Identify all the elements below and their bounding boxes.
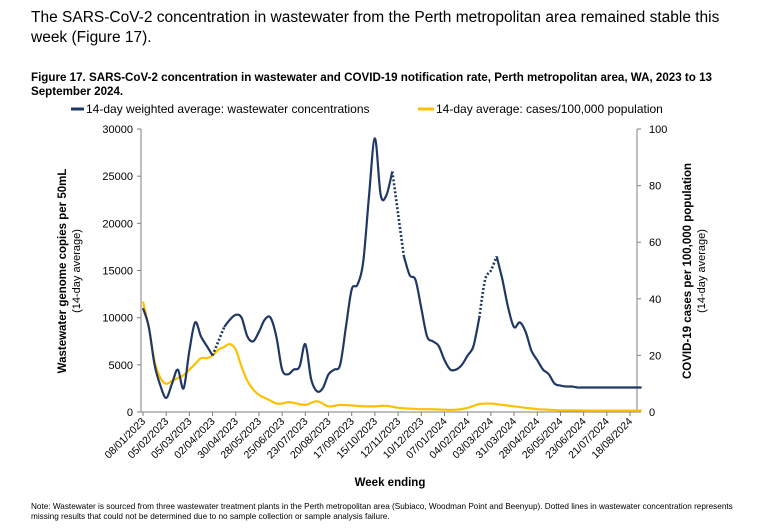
right-tick-label: 60 [649,237,661,249]
series-wastewater [141,137,642,399]
right-axis-title: COVID-19 cases per 100,000 population [682,163,694,379]
left-tick-label: 20000 [102,218,133,230]
left-tick-label: 30000 [102,124,133,136]
wastewater-line-dotted [391,171,406,257]
right-tick-label: 40 [649,294,661,306]
chart: 14-day weighted average: wastewater conc… [57,102,708,489]
wastewater-line-dotted [211,326,226,356]
left-axis-title: Wastewater genome copies per 50mL [57,169,69,374]
wastewater-line [223,137,394,393]
footnote: Note: Wastewater is sourced from three w… [31,502,733,521]
left-tick-label: 15000 [102,266,133,278]
legend: 14-day weighted average: wastewater conc… [71,102,663,116]
right-axis-subtitle: (14-day average) [696,229,708,313]
left-tick-label: 0 [127,407,133,419]
right-tick-label: 100 [649,124,667,136]
wastewater-line [495,256,642,389]
right-ticks: 0 20 40 60 80 100 [637,124,667,419]
intro-paragraph: The SARS-CoV-2 concentration in wastewat… [31,9,720,46]
left-tick-label: 25000 [102,171,133,183]
wastewater-line-dotted [478,255,498,318]
left-tick-label: 5000 [109,360,133,372]
right-tick-label: 0 [649,407,655,419]
wastewater-line [402,256,481,372]
x-axis-title: Week ending [355,477,426,489]
right-tick-label: 80 [649,181,661,193]
right-tick-label: 20 [649,350,661,362]
left-ticks: 0 5000 10000 15000 20000 25000 30000 [102,124,141,419]
left-tick-label: 10000 [102,313,133,325]
legend-label-wastewater: 14-day weighted average: wastewater conc… [86,102,370,116]
figure-title: Figure 17. SARS-CoV-2 concentration in w… [31,71,712,98]
x-ticks: 08/01/202305/02/202305/03/202302/04/2023… [102,412,635,461]
wastewater-line [141,307,214,399]
legend-label-cases: 14-day average: cases/100,000 population [436,102,663,116]
cases-line [141,301,642,412]
axes [140,129,638,413]
series-cases [141,301,642,412]
left-axis-subtitle: (14-day average) [71,229,83,313]
